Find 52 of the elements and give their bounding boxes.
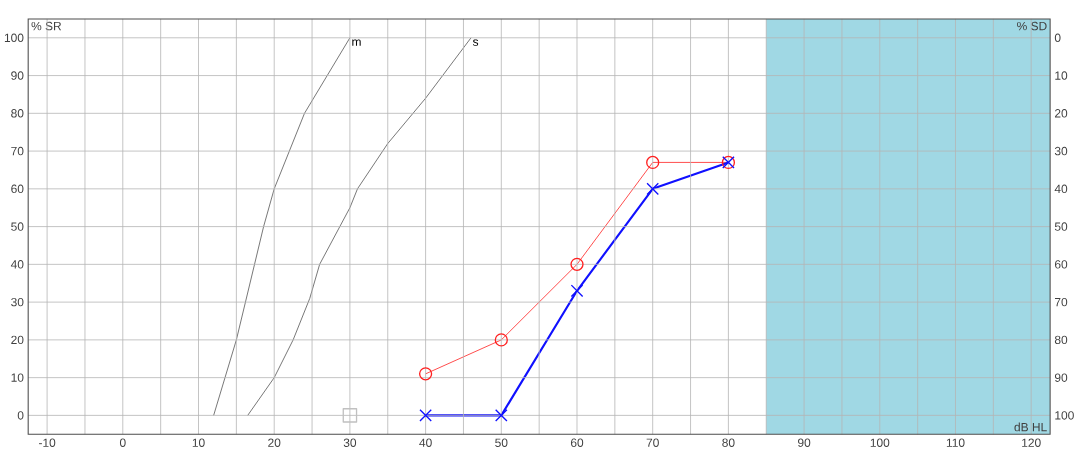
point	[419, 409, 432, 422]
y-tick-label: 40	[10, 260, 24, 269]
y2-tick-label: 80	[1054, 335, 1068, 345]
y-tick-label: 100	[4, 33, 24, 42]
y-tick-label: 0	[17, 411, 24, 420]
annotation: s	[472, 39, 479, 46]
y2-tick-label: 0	[1054, 33, 1061, 42]
x-tick-label: -10	[39, 438, 56, 447]
annotation: m	[352, 39, 361, 46]
y-tick-label: 90	[11, 71, 24, 80]
y-tick-label: 80	[11, 109, 24, 118]
point	[342, 408, 358, 423]
x-tick-label: 80	[722, 438, 735, 447]
y2-tick-label: 90	[1054, 373, 1068, 382]
x-tick-label: 60	[570, 438, 584, 447]
y-tick-label: 60	[11, 184, 24, 194]
y2-tick-label: 60	[1054, 260, 1068, 269]
x-tick-label: 40	[419, 438, 432, 447]
point	[494, 333, 508, 347]
point	[495, 409, 508, 422]
x-tick-label: 110	[946, 438, 965, 447]
x-tick-label: 100	[870, 438, 890, 447]
x-tick-label: 50	[495, 438, 508, 447]
y2-tick-label: 30	[1054, 146, 1068, 156]
x-tick-label: 70	[646, 438, 659, 447]
point	[570, 284, 584, 298]
y2-tick-label: 100	[1055, 411, 1074, 420]
y-tick-label: 30	[11, 297, 24, 307]
x-tick-label: 120	[1022, 438, 1041, 447]
x-axis-title: dB HL	[1014, 422, 1047, 432]
y2-tick-label: 70	[1054, 297, 1068, 307]
point	[646, 182, 660, 196]
x-tick-label: 10	[192, 438, 205, 447]
y2-tick-label: 10	[1055, 71, 1068, 80]
line-series	[213, 37, 351, 416]
y2-tick-label: 40	[1054, 184, 1068, 194]
y-tick-label: 20	[11, 335, 24, 345]
x-tick-label: 0	[119, 438, 126, 447]
y2-tick-label: 20	[1054, 109, 1068, 118]
point	[646, 155, 660, 169]
y2-tick-label: 50	[1054, 222, 1068, 231]
y-tick-label: 70	[11, 146, 24, 156]
x-tick-label: 30	[343, 438, 357, 447]
line-series	[247, 37, 472, 416]
x-tick-label: 20	[268, 438, 281, 447]
y-tick-label: 50	[11, 222, 24, 231]
x-tick-label: 90	[798, 438, 811, 447]
y-tick-label: 10	[11, 373, 24, 382]
y-axis-title: % SR	[31, 21, 62, 31]
point	[418, 367, 433, 381]
point	[570, 257, 584, 271]
y2-axis-title: % SD	[1017, 21, 1047, 31]
